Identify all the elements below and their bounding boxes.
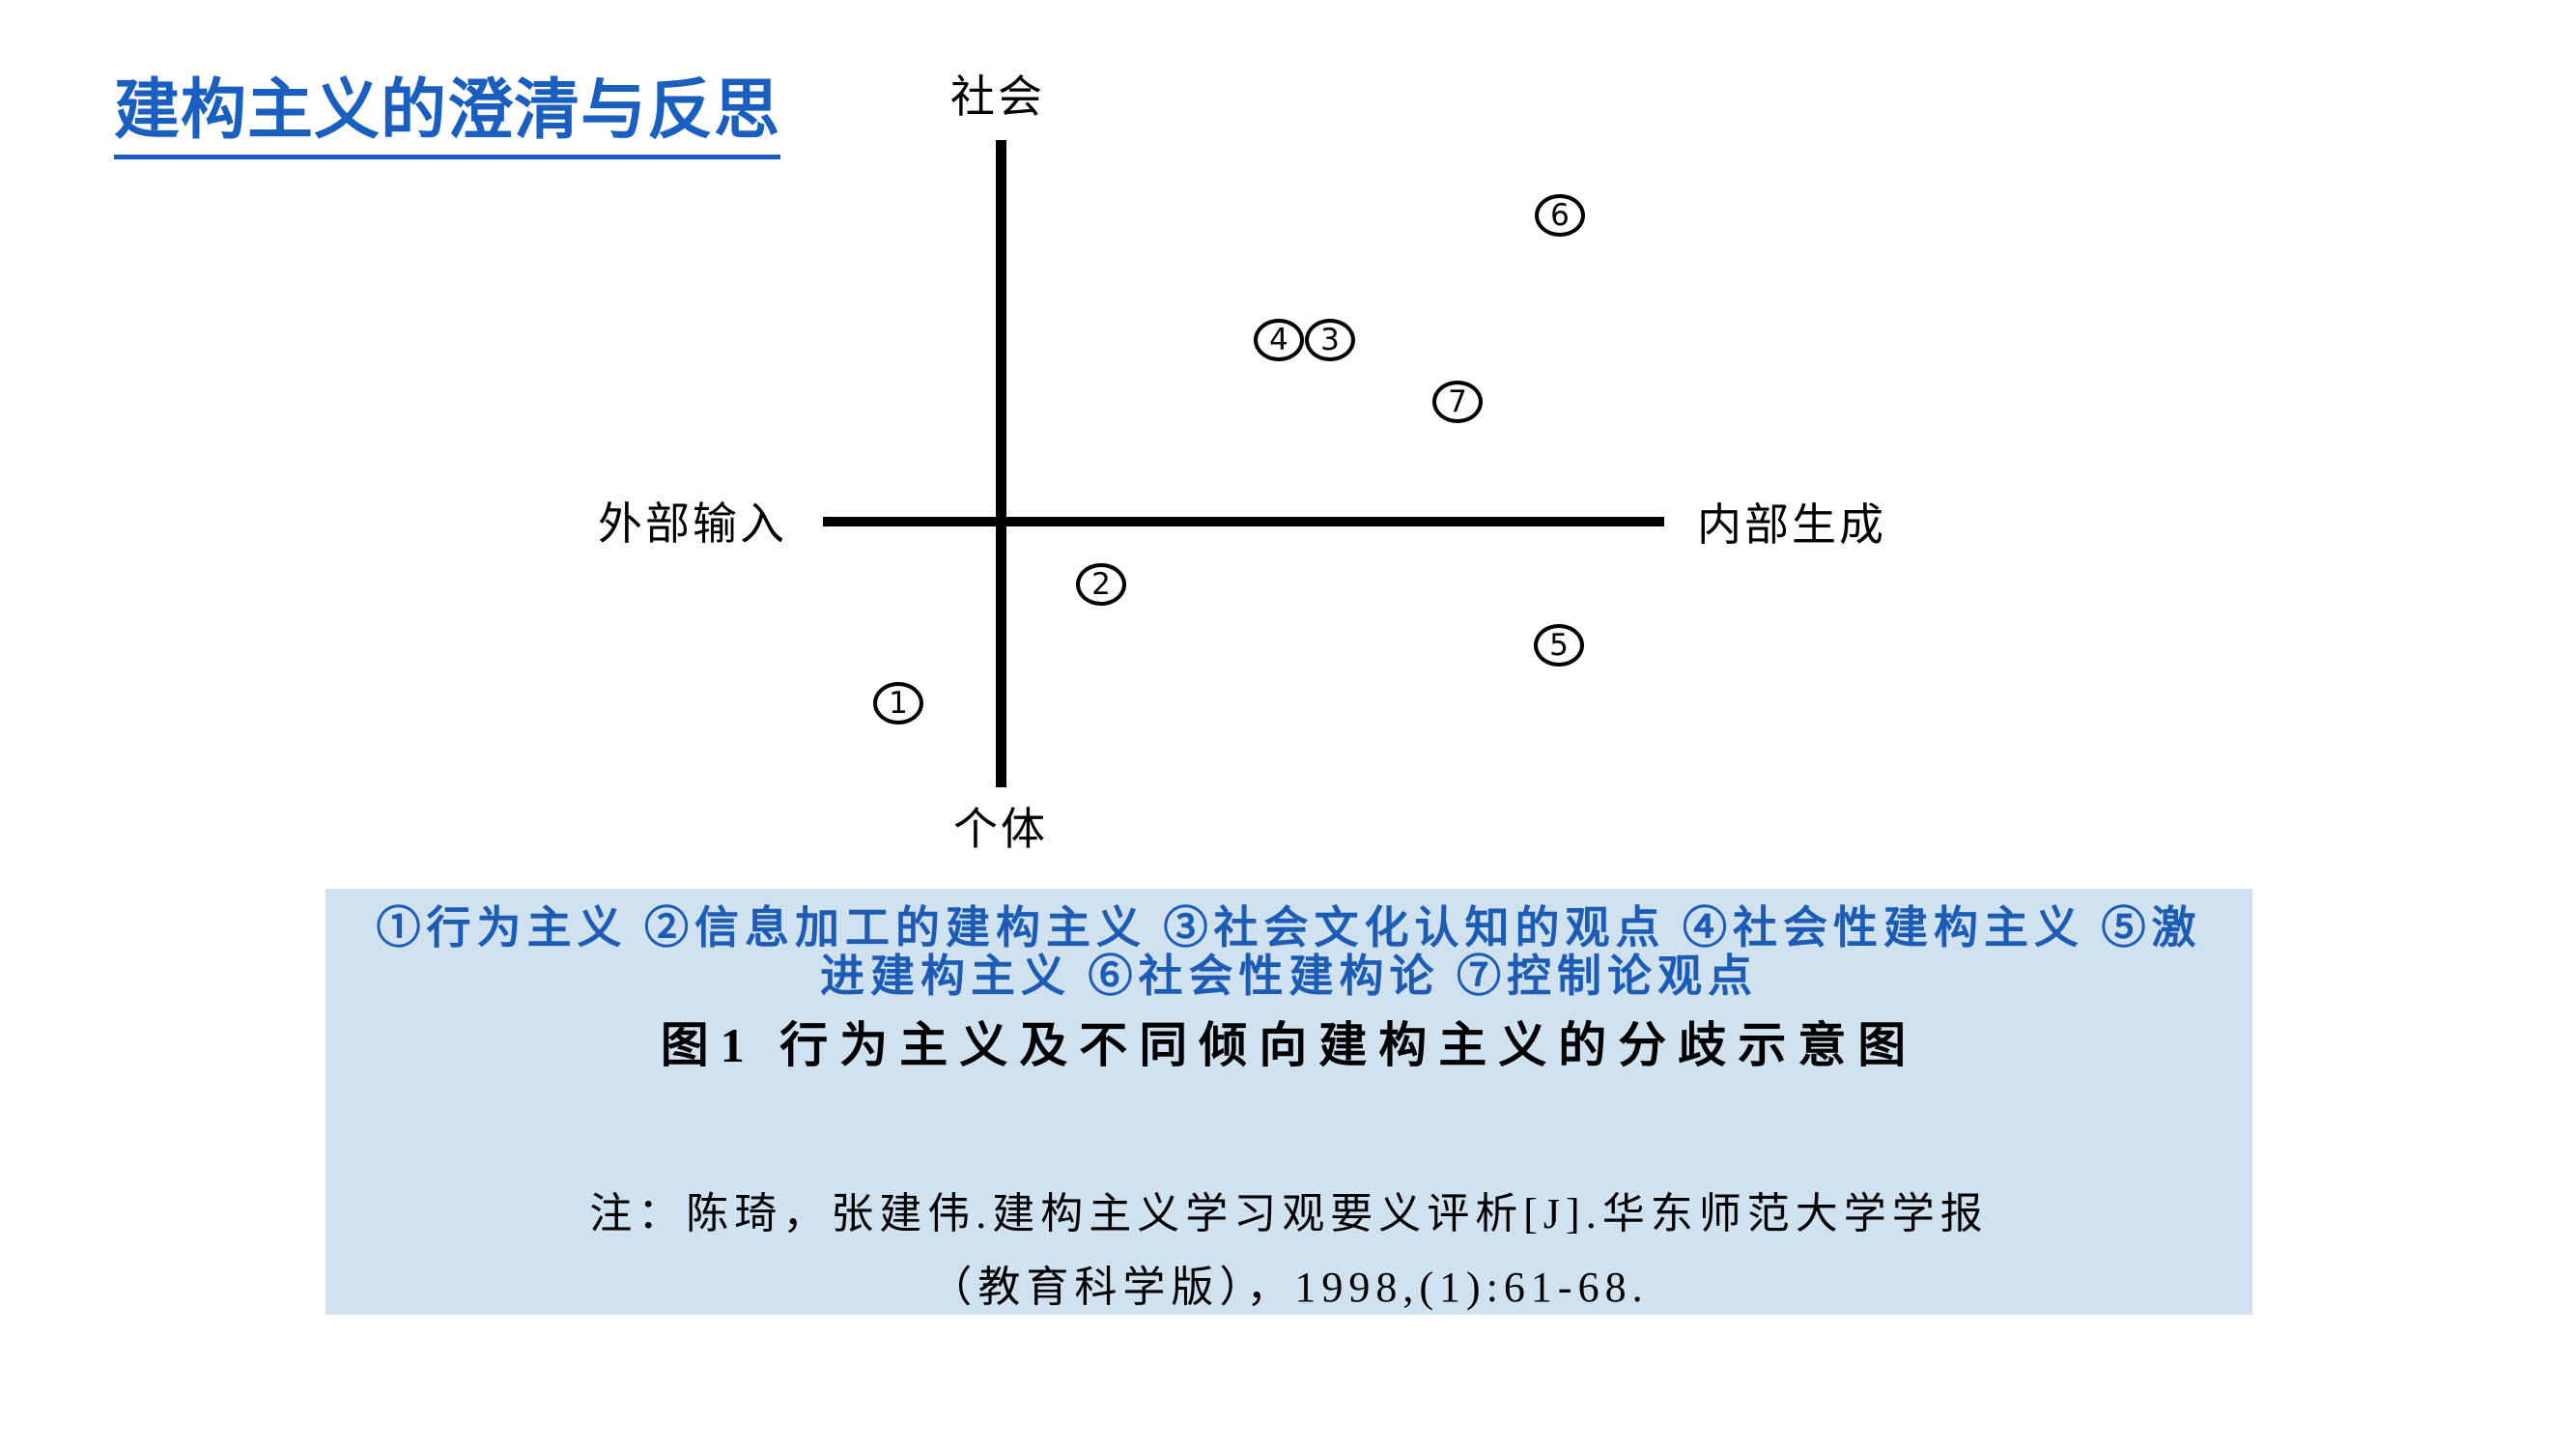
horizontal-axis-line (823, 517, 1664, 526)
citation-note-line-2: （教育科学版），1998,(1):61-68. (929, 1264, 1649, 1311)
point-marker-3: 3 (1305, 319, 1355, 361)
point-marker-7: 7 (1432, 381, 1483, 423)
point-marker-4: 4 (1254, 319, 1304, 361)
citation-note-line-1: 注：陈琦，张建伟.建构主义学习观要义评析[J].华东师范大学学报 (589, 1190, 1989, 1237)
point-marker-6: 6 (1535, 194, 1585, 237)
figure-caption: 图1 行为主义及不同倾向建构主义的分歧示意图 (660, 1018, 1918, 1072)
axis-label-society: 社会 (950, 72, 1045, 122)
legend-line-2: 进建构主义 ⑥社会性建构论 ⑦控制论观点 (820, 952, 1758, 1001)
axis-label-internal-generation: 内部生成 (1697, 500, 1886, 550)
point-marker-1: 1 (873, 682, 923, 725)
legend-line-1: ①行为主义 ②信息加工的建构主义 ③社会文化认知的观点 ④社会性建构主义 ⑤激 (376, 903, 2202, 952)
axis-label-external-input: 外部输入 (598, 499, 787, 549)
slide-title: 建构主义的澄清与反思 (114, 56, 781, 159)
vertical-axis-line (996, 140, 1006, 787)
legend-box: ①行为主义 ②信息加工的建构主义 ③社会文化认知的观点 ④社会性建构主义 ⑤激 … (326, 889, 2252, 1315)
axis-label-individual: 个体 (953, 805, 1048, 854)
point-marker-2: 2 (1076, 563, 1126, 606)
point-marker-5: 5 (1534, 624, 1584, 667)
